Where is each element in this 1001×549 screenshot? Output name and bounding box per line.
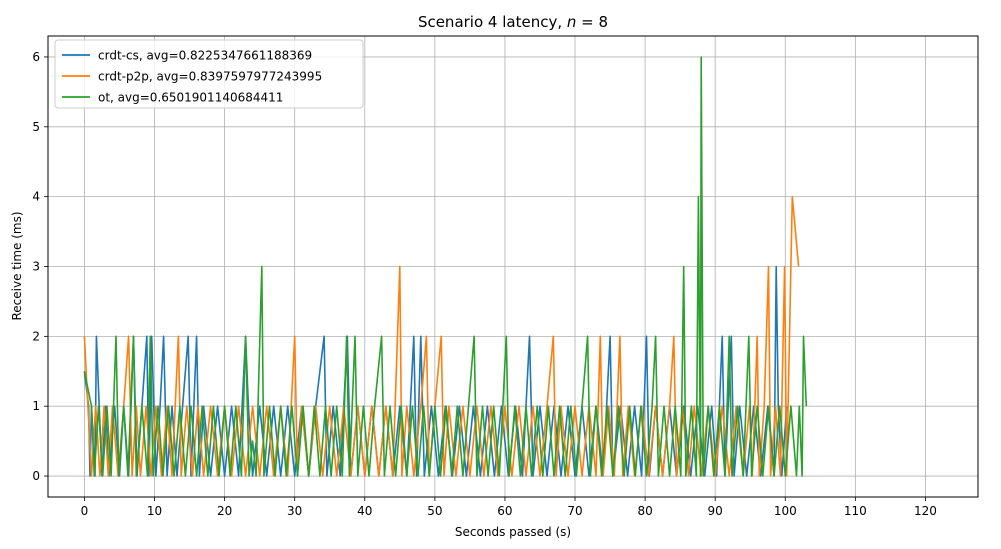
x-tick-label: 120 xyxy=(914,504,937,518)
x-tick-label: 70 xyxy=(567,504,582,518)
x-tick-label: 60 xyxy=(497,504,512,518)
legend-box xyxy=(54,39,364,109)
legend-label-2: ot, avg=0.6501901140684411 xyxy=(98,91,283,105)
y-tick-label: 1 xyxy=(32,399,40,413)
legend: crdt-cs, avg=0.8225347661188369 crdt-p2p,… xyxy=(54,39,364,109)
x-tick-label: 40 xyxy=(357,504,372,518)
legend-label-1: crdt-p2p, avg=0.8397597977243995 xyxy=(98,70,322,84)
y-tick-label: 2 xyxy=(32,329,40,343)
y-tick-label: 0 xyxy=(32,469,40,483)
y-axis-label: Receive time (ms) xyxy=(10,211,24,320)
x-tick-label: 80 xyxy=(637,504,652,518)
y-tick-label: 4 xyxy=(32,190,40,204)
x-axis-label: Seconds passed (s) xyxy=(455,525,571,539)
x-tick-label: 90 xyxy=(708,504,723,518)
x-tick-label: 10 xyxy=(147,504,162,518)
series-lines xyxy=(83,56,808,477)
x-tick-label: 100 xyxy=(774,504,797,518)
y-tick-label: 5 xyxy=(32,120,40,134)
x-tick-label: 30 xyxy=(287,504,302,518)
grid-lines xyxy=(48,36,978,497)
legend-label-0: crdt-cs, avg=0.8225347661188369 xyxy=(98,49,312,63)
x-tick-label: 110 xyxy=(844,504,867,518)
y-tick-label: 6 xyxy=(32,50,40,64)
y-tick-label: 3 xyxy=(32,260,40,274)
x-tick-label: 20 xyxy=(217,504,232,518)
x-tick-label: 50 xyxy=(427,504,442,518)
x-axis: 0 10 20 30 40 50 60 70 80 90 100 110 120 xyxy=(81,497,937,518)
y-axis: 0 1 2 3 4 5 6 xyxy=(32,50,48,483)
series-line-2 xyxy=(83,56,808,477)
x-tick-label: 0 xyxy=(81,504,89,518)
series-line-1 xyxy=(83,195,800,477)
chart-title: Scenario 4 latency, n = 8 xyxy=(418,13,608,31)
